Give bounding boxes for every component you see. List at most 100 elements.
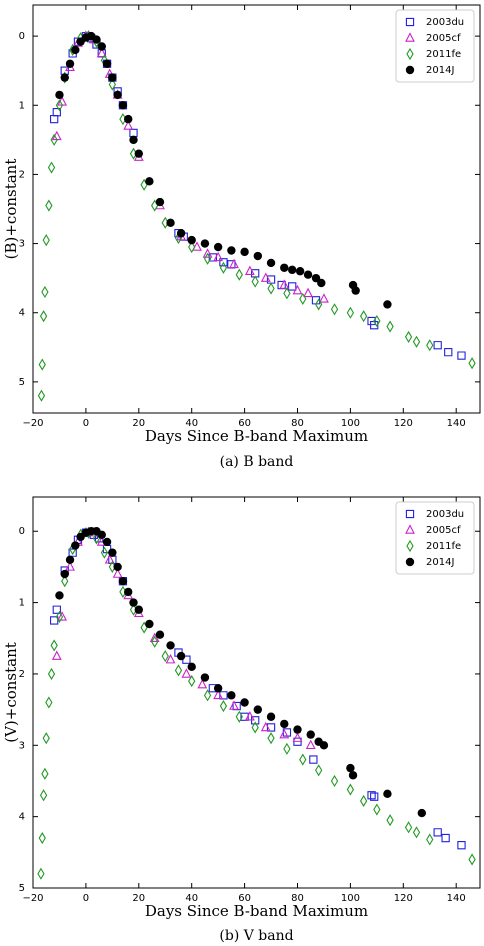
x-tick-label: 60: [238, 893, 251, 904]
point: [280, 719, 289, 729]
point: [219, 691, 228, 700]
y-tick-label: 5: [19, 377, 25, 388]
point: [149, 632, 160, 643]
point: [96, 47, 107, 58]
y-tick-label: 2: [19, 169, 25, 180]
y-axis-label: (V)+constant: [2, 642, 20, 743]
point: [283, 287, 291, 300]
point: [260, 721, 271, 732]
y-tick-label: 1: [19, 100, 25, 111]
point: [303, 287, 313, 298]
point: [359, 794, 368, 808]
point: [251, 721, 259, 734]
point: [288, 282, 297, 291]
point: [188, 675, 196, 688]
point: [102, 59, 112, 68]
point: [37, 389, 46, 402]
point: [129, 135, 138, 145]
point: [166, 218, 175, 228]
point: [311, 273, 321, 283]
legend-marker: [405, 32, 415, 42]
point: [293, 737, 302, 746]
point: [203, 689, 212, 702]
point: [359, 310, 368, 323]
x-tick-label: 120: [394, 418, 413, 429]
point: [315, 298, 323, 311]
legend-marker: [406, 47, 414, 61]
point: [41, 285, 49, 299]
point: [124, 114, 133, 124]
point: [65, 561, 75, 571]
point: [383, 789, 392, 799]
point: [188, 240, 196, 254]
point: [202, 248, 213, 258]
point: [50, 133, 58, 146]
point: [346, 783, 355, 796]
point: [118, 576, 128, 586]
legend-label: 2011fe: [426, 541, 461, 552]
point: [151, 635, 159, 648]
point: [71, 45, 80, 55]
point: [38, 831, 46, 845]
point: [309, 755, 318, 764]
point: [433, 828, 442, 837]
point: [47, 161, 56, 174]
point: [47, 667, 56, 681]
point: [176, 651, 186, 661]
point: [57, 611, 68, 621]
point: [303, 270, 313, 279]
y-axis-label: (B)+constant: [2, 159, 20, 260]
point: [330, 774, 339, 788]
point: [102, 537, 112, 547]
point: [166, 641, 175, 650]
point: [134, 149, 143, 158]
point: [39, 310, 48, 323]
point: [97, 530, 106, 540]
legend-label: 2014J: [426, 557, 454, 568]
point: [235, 710, 243, 723]
point: [367, 316, 376, 326]
y-tick-label: 3: [19, 740, 25, 751]
y-tick-label: 4: [19, 812, 25, 823]
point: [219, 258, 228, 267]
point: [280, 263, 289, 272]
point: [267, 282, 275, 295]
legend-label: 2005cf: [426, 525, 461, 536]
point: [404, 821, 413, 834]
x-tick-label: 60: [238, 418, 251, 429]
point: [200, 673, 210, 682]
point: [240, 247, 249, 257]
legend-marker: [405, 17, 415, 27]
point: [299, 292, 307, 305]
point: [311, 296, 321, 305]
point: [293, 725, 302, 734]
point: [370, 792, 379, 801]
point: [330, 303, 339, 316]
point: [60, 569, 69, 579]
point: [60, 73, 69, 82]
legend-box: [395, 9, 475, 83]
point: [118, 101, 128, 110]
point: [213, 684, 223, 693]
point: [174, 664, 183, 677]
point: [305, 739, 316, 750]
legend-box: [395, 501, 475, 575]
x-tick-label: 120: [394, 893, 413, 904]
point: [373, 803, 381, 816]
point: [38, 358, 46, 371]
point: [457, 841, 466, 850]
point: [112, 568, 123, 578]
x-tick-label: 140: [447, 893, 466, 904]
x-tick-label: 140: [447, 418, 466, 429]
point: [197, 678, 208, 689]
point: [219, 261, 228, 274]
point: [266, 723, 276, 732]
point: [42, 234, 50, 247]
point: [71, 541, 80, 550]
x-axis-label: Days Since B-band Maximum: [145, 902, 368, 920]
y-tick-label: 0: [19, 31, 25, 42]
legend-label: 2005cf: [426, 33, 461, 44]
point: [61, 575, 69, 588]
x-tick-label: 40: [185, 418, 198, 429]
